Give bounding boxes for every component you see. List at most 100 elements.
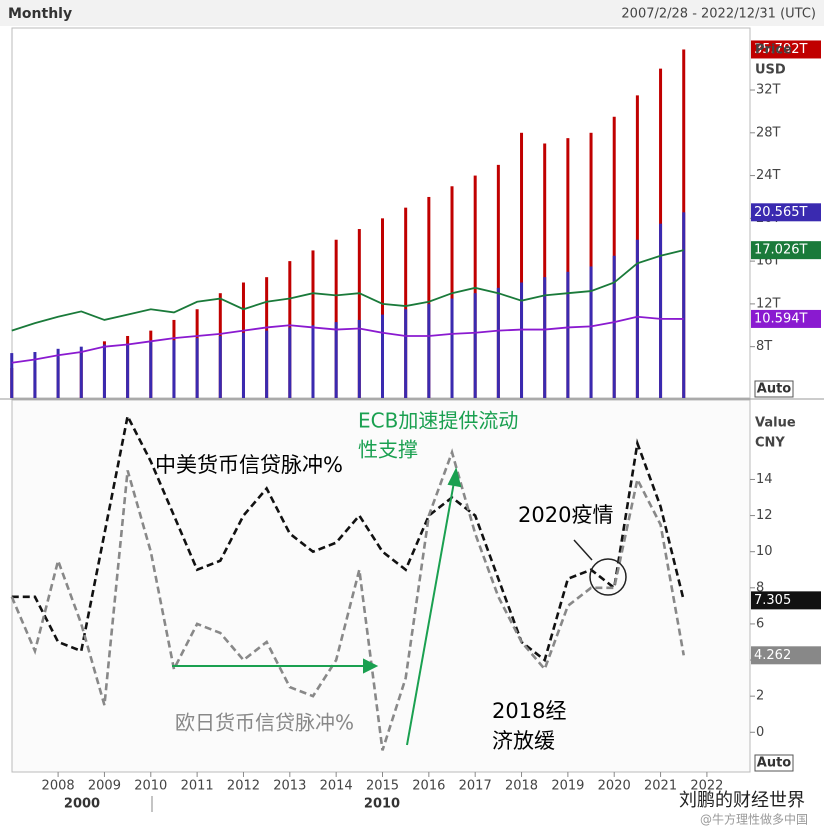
bar — [520, 132, 524, 399]
bar — [543, 277, 547, 398]
bar — [427, 303, 431, 398]
bar — [404, 207, 408, 398]
bar — [10, 353, 14, 398]
y-tick-label: 10 — [756, 544, 773, 559]
x-tick-label: 2008 — [42, 779, 75, 794]
watermark: 刘鹏的财经世界 — [679, 790, 805, 811]
bar — [381, 218, 384, 398]
y-tick-label: 24T — [756, 168, 781, 183]
arrow — [406, 481, 455, 746]
bar — [311, 325, 315, 398]
auto-label[interactable]: Auto — [757, 382, 792, 397]
decade-label: 2010 — [364, 797, 400, 812]
bar — [195, 338, 199, 398]
plot-layer: 8T12T16T20T24T28T32T35.792T20.565T17.026… — [10, 40, 821, 794]
annotation: 欧日货币信贷脉冲% — [175, 711, 354, 735]
end-value-box — [751, 646, 821, 665]
pointer — [573, 539, 593, 561]
annotation: 2018经 — [492, 699, 566, 723]
auto-label[interactable]: Auto — [757, 756, 792, 771]
x-tick-label: 2015 — [366, 779, 399, 794]
header-left: Monthly — [8, 6, 72, 22]
end-value-box — [751, 40, 821, 59]
bar — [473, 175, 477, 398]
end-value-box — [751, 309, 821, 328]
y-tick-label: 0 — [756, 725, 764, 740]
end-value-box — [751, 241, 821, 260]
bar — [126, 343, 130, 398]
bar — [496, 287, 500, 398]
bar — [79, 346, 83, 398]
x-tick-label: 2013 — [273, 779, 306, 794]
end-value-label: 20.565T — [754, 205, 807, 220]
bar — [241, 332, 245, 398]
x-tick-label: 2012 — [227, 779, 260, 794]
bar — [543, 143, 547, 398]
watermark: @牛方理性做多中国 — [700, 812, 808, 827]
y-tick-label: 2 — [756, 689, 764, 704]
x-tick-label: 2011 — [181, 779, 214, 794]
series-line — [11, 315, 684, 364]
bar — [659, 223, 663, 398]
annotation: 2020疫情 — [518, 503, 613, 527]
bar — [682, 212, 686, 398]
bar — [566, 138, 570, 398]
y-tick-label: 12 — [756, 508, 773, 523]
y-tick-label: 14 — [756, 472, 773, 487]
bar — [612, 255, 616, 398]
y-tick-label: 6 — [756, 616, 764, 631]
arrowhead — [363, 658, 379, 674]
x-tick-label: 2014 — [320, 779, 353, 794]
bottom-plot — [11, 399, 751, 773]
y-tick-label: 8T — [756, 339, 772, 354]
annotation: ECB加速提供流动 — [358, 409, 518, 433]
bar — [102, 344, 106, 398]
x-tick-label: 2020 — [598, 779, 631, 794]
annotation-arrows — [172, 467, 462, 746]
end-value-box — [751, 203, 821, 222]
end-value-label: 10.594T — [754, 311, 807, 326]
x-tick-label: 2016 — [412, 779, 445, 794]
y-label: Price — [755, 43, 792, 58]
bar — [334, 239, 338, 398]
bar — [218, 335, 222, 398]
annotation: 中美货币信贷脉冲% — [155, 453, 343, 477]
x-tick-label: 2021 — [644, 779, 677, 794]
bar — [334, 322, 338, 398]
y-tick-label: 12T — [756, 296, 781, 311]
end-value-label: 17.026T — [754, 243, 807, 258]
bar — [357, 319, 361, 398]
series-line — [11, 412, 685, 663]
bar — [450, 298, 454, 398]
bar — [635, 239, 639, 398]
bar — [288, 327, 292, 398]
bar — [589, 132, 593, 399]
series-line — [11, 249, 684, 332]
y-label: USD — [755, 63, 786, 78]
y-label: Value — [755, 416, 796, 431]
header-right: 2007/2/28 - 2022/12/31 (UTC) — [621, 7, 816, 22]
bar — [33, 352, 37, 398]
bar — [149, 341, 153, 398]
bar — [427, 196, 431, 398]
y-tick-label: 32T — [756, 83, 781, 98]
annotation: 济放缓 — [492, 729, 555, 753]
bar — [589, 266, 593, 398]
bar — [404, 309, 408, 398]
bar — [496, 164, 500, 398]
y-label: CNY — [755, 436, 785, 451]
end-value-label: 4.262 — [754, 648, 791, 663]
arrowhead — [447, 467, 462, 488]
x-tick-label: 2022 — [690, 779, 723, 794]
auto-button[interactable] — [754, 754, 794, 772]
header-bar — [0, 0, 824, 26]
bar — [357, 229, 361, 398]
end-value-label: 7.305 — [754, 593, 791, 608]
bar — [473, 293, 477, 398]
bar — [520, 282, 524, 398]
bar — [265, 330, 269, 398]
y-tick-label: 8 — [756, 580, 764, 595]
auto-button[interactable] — [754, 380, 794, 398]
x-tick-label: 2010 — [134, 779, 167, 794]
